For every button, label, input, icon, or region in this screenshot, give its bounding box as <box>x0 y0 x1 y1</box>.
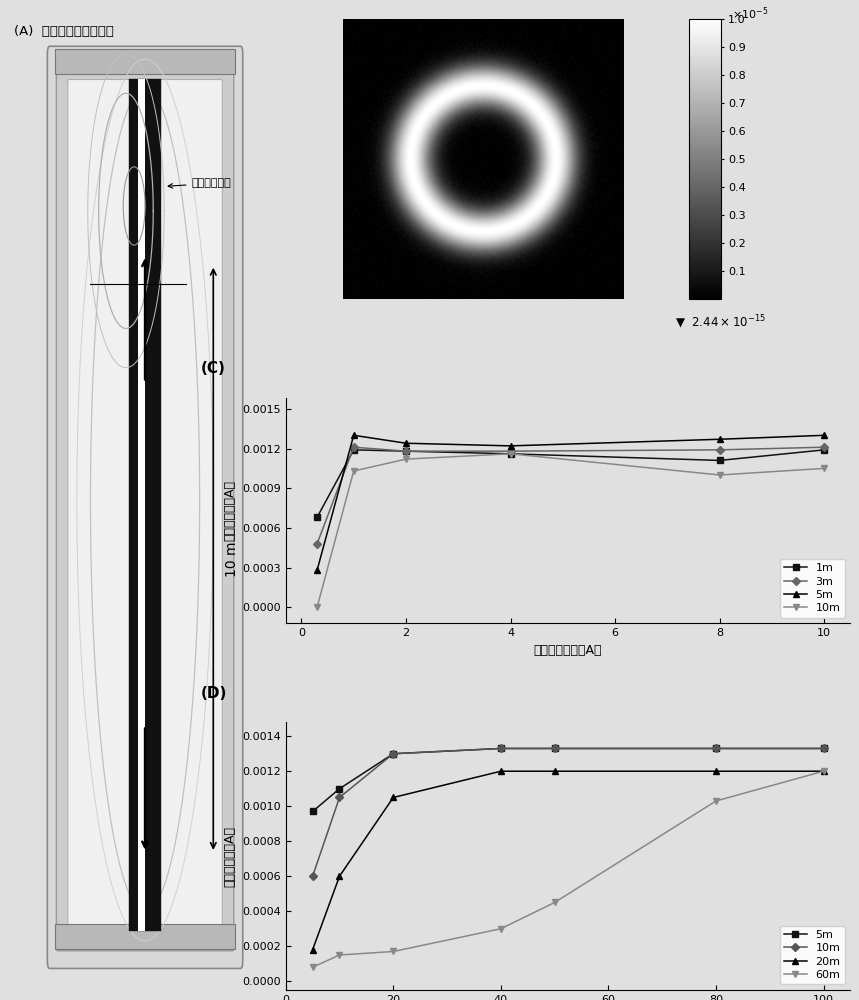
X-axis label: 计算域的宽度（A）: 计算域的宽度（A） <box>533 644 602 657</box>
5m <box>388 748 399 760</box>
Line: 60m: 60m <box>309 768 826 970</box>
5m <box>401 437 411 449</box>
1m <box>401 445 411 457</box>
5m <box>715 433 725 445</box>
Y-axis label: 电流密积分（A）: 电流密积分（A） <box>223 826 236 887</box>
60m <box>819 765 829 777</box>
Text: 聚苯乙烯塑料: 聚苯乙烯塑料 <box>168 178 231 188</box>
Legend: 5m, 10m, 20m, 60m: 5m, 10m, 20m, 60m <box>780 926 845 984</box>
20m <box>819 765 829 777</box>
3m <box>312 538 322 550</box>
Text: (C): (C) <box>201 361 226 376</box>
5m <box>349 429 359 441</box>
Line: 3m: 3m <box>314 444 827 547</box>
5m <box>496 742 506 754</box>
Line: 10m: 10m <box>309 745 826 879</box>
20m <box>496 765 506 777</box>
10m <box>334 791 344 803</box>
FancyBboxPatch shape <box>68 80 222 936</box>
60m <box>550 896 560 908</box>
20m <box>710 765 721 777</box>
60m <box>308 961 318 973</box>
60m <box>496 923 506 935</box>
10m <box>312 601 322 613</box>
5m <box>819 429 830 441</box>
Line: 5m: 5m <box>309 745 826 815</box>
5m <box>819 742 829 754</box>
10m <box>388 748 399 760</box>
5m <box>312 564 322 576</box>
5m <box>710 742 721 754</box>
10m <box>819 742 829 754</box>
20m <box>388 791 399 803</box>
1m <box>349 444 359 456</box>
5m <box>505 440 515 452</box>
3m <box>715 444 725 456</box>
20m <box>308 944 318 956</box>
3m <box>819 441 830 453</box>
Text: $\times10^{-5}$: $\times10^{-5}$ <box>732 5 768 22</box>
Bar <box>129 79 161 931</box>
Text: (B)      表面:电流密度值（A/m²）: (B) 表面:电流密度值（A/m²） <box>286 0 439 1</box>
Line: 20m: 20m <box>309 768 826 953</box>
3m <box>349 441 359 453</box>
Bar <box>55 924 235 949</box>
Line: 1m: 1m <box>314 447 827 520</box>
3m <box>505 445 515 457</box>
10m <box>401 453 411 465</box>
Y-axis label: 电流密积分（A）: 电流密积分（A） <box>223 480 236 541</box>
Legend: 1m, 3m, 5m, 10m: 1m, 3m, 5m, 10m <box>780 559 845 618</box>
10m <box>308 870 318 882</box>
10m <box>710 742 721 754</box>
Text: (D): (D) <box>201 686 228 701</box>
Line: 5m: 5m <box>314 432 827 573</box>
10m <box>349 465 359 477</box>
1m <box>312 511 322 523</box>
10m <box>505 448 515 460</box>
20m <box>550 765 560 777</box>
1m <box>505 448 515 460</box>
3m <box>401 445 411 457</box>
10m <box>819 462 830 474</box>
60m <box>388 945 399 957</box>
Text: ▼  $2.44\times10^{-15}$: ▼ $2.44\times10^{-15}$ <box>675 314 766 331</box>
60m <box>334 949 344 961</box>
10m <box>550 742 560 754</box>
1m <box>715 454 725 466</box>
10m <box>496 742 506 754</box>
FancyBboxPatch shape <box>47 46 243 968</box>
FancyBboxPatch shape <box>57 64 234 951</box>
Text: (A)  流线：电流密度分布: (A) 流线：电流密度分布 <box>14 25 114 38</box>
Bar <box>138 79 145 931</box>
20m <box>334 870 344 882</box>
Text: 10 m: 10 m <box>225 541 240 577</box>
5m <box>550 742 560 754</box>
5m <box>334 783 344 795</box>
1m <box>819 444 830 456</box>
Line: 10m: 10m <box>314 451 827 610</box>
10m <box>715 469 725 481</box>
60m <box>710 795 721 807</box>
Bar <box>55 49 235 74</box>
5m <box>308 805 318 817</box>
